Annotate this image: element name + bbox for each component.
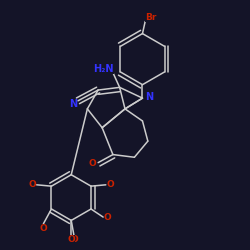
Text: Br: Br [145, 13, 156, 22]
Text: H₂N: H₂N [93, 64, 114, 74]
Text: O: O [106, 180, 114, 189]
Text: O: O [104, 212, 112, 222]
Text: O: O [67, 235, 75, 244]
Text: O: O [70, 235, 78, 244]
Text: O: O [28, 180, 36, 189]
Text: N: N [145, 92, 153, 102]
Text: O: O [88, 160, 96, 168]
Text: O: O [40, 224, 47, 233]
Text: N: N [69, 99, 77, 109]
